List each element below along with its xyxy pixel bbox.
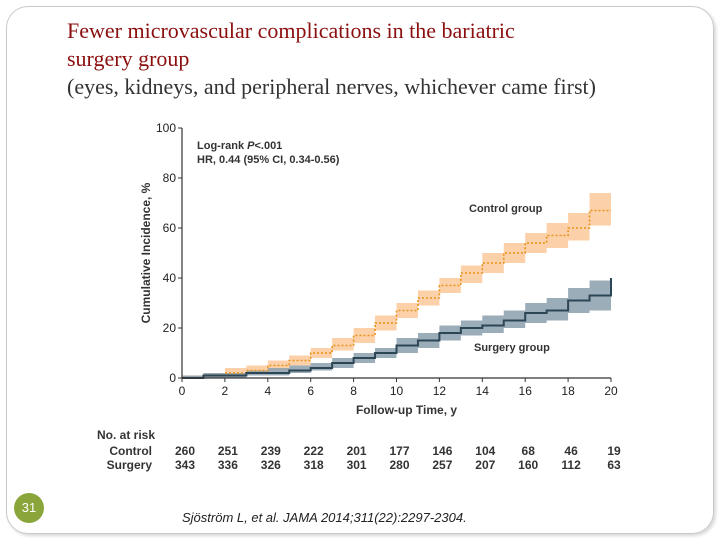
y-tick-label: 100 [156,121,176,135]
logrank-prefix: Log-rank [197,140,247,152]
x-axis-label: Follow-up Time, y [356,403,457,417]
stats-annotation-logrank: Log-rank P<.001 [197,140,282,152]
at-risk-value: 201 [347,444,367,458]
at-risk-value: 260 [175,444,195,458]
at-risk-value: 207 [475,458,495,472]
at-risk-heading: No. at risk [97,428,155,442]
y-tick-label: 80 [163,171,177,185]
slide-title: Fewer microvascular complications in the… [67,17,687,101]
x-tick-label: 20 [604,384,618,398]
y-tick-label: 0 [169,371,176,385]
x-tick-label: 4 [264,384,271,398]
title-line-1: Fewer microvascular complications in the… [67,18,515,43]
control-series-line [182,209,611,379]
at-risk-row-label: Surgery [107,458,153,472]
x-tick-label: 10 [390,384,404,398]
at-risk-value: 68 [522,444,536,458]
at-risk-value: 19 [607,444,621,458]
at-risk-value: 222 [304,444,324,458]
at-risk-row-label: Control [109,444,152,458]
at-risk-table: No. at risk Control 260 251 239 222 201 177 146 1… [97,428,621,472]
citation: Sjöström L, et al. JAMA 2014;311(22):229… [182,510,467,525]
x-tick-label: 6 [307,384,314,398]
y-axis-label: Cumulative Incidence, % [139,182,153,323]
at-risk-value: 177 [389,444,409,458]
at-risk-value: 104 [475,444,495,458]
title-line-2: surgery group [67,46,190,71]
x-tick-label: 18 [561,384,575,398]
at-risk-value: 251 [218,444,238,458]
at-risk-value: 280 [389,458,409,472]
at-risk-value: 301 [347,458,367,472]
series-label-control: Control group [469,203,543,215]
slide-number-badge: 31 [14,493,44,523]
series-label-surgery: Surgery group [474,342,550,354]
slide-frame [6,6,714,534]
at-risk-value: 239 [261,444,281,458]
at-risk-value: 336 [218,458,238,472]
stats-annotation-hr: HR, 0.44 (95% CI, 0.34-0.56) [197,154,340,166]
surgery-series-line [182,278,612,379]
at-risk-value: 46 [564,444,578,458]
at-risk-value: 318 [304,458,324,472]
x-tick-label: 12 [433,384,447,398]
x-tick-label: 14 [476,384,490,398]
title-subtitle: (eyes, kidneys, and peripheral nerves, w… [67,74,596,99]
series-lines [182,209,612,379]
x-tick-label: 0 [179,384,186,398]
at-risk-value: 63 [607,458,621,472]
y-tick-label: 60 [163,221,177,235]
chart-labels: Follow-up Time, y Cumulative Incidence, %… [139,140,550,417]
logrank-p: P [247,140,255,152]
x-tick-label: 8 [350,384,357,398]
at-risk-value: 146 [432,444,452,458]
at-risk-value: 160 [518,458,538,472]
logrank-suffix: <.001 [254,140,282,152]
x-tick-label: 16 [519,384,533,398]
at-risk-value: 257 [432,458,452,472]
axes: 0 20 40 60 80 100 0 2 4 6 8 10 12 14 16 18 20 [156,121,618,398]
at-risk-value: 326 [261,458,281,472]
at-risk-value: 112 [561,458,581,472]
x-tick-label: 2 [222,384,229,398]
y-tick-label: 40 [163,271,177,285]
at-risk-value: 343 [175,458,195,472]
y-tick-label: 20 [163,321,177,335]
